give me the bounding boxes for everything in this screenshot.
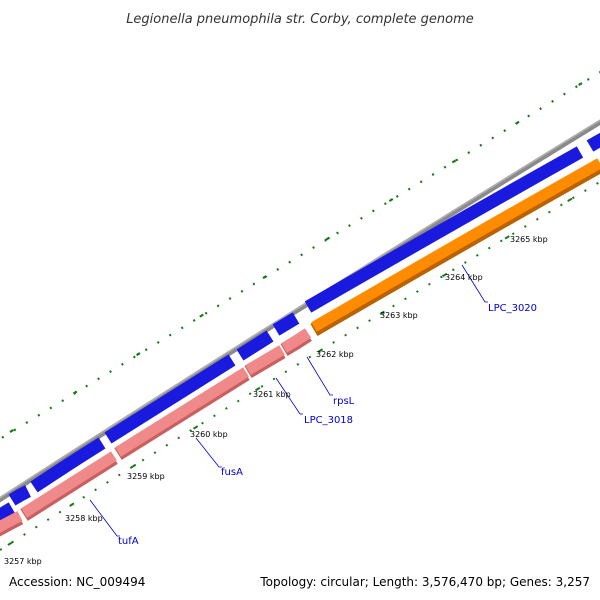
inner-major-ticks: [7, 180, 600, 546]
gene-blue-8[interactable]: [586, 132, 600, 152]
gene-pink-2[interactable]: [21, 451, 117, 518]
genome-summary-text: Topology: circular; Length: 3,576,470 bp…: [259, 575, 590, 589]
gene-labels: tufA fusA LPC_3018 rpsL LPC_3020: [118, 303, 537, 547]
kbp-label: 3264 kbp: [445, 273, 483, 282]
orange-genes: [310, 158, 600, 337]
gene-blue-5[interactable]: [236, 330, 274, 361]
kbp-label: 3258 kbp: [65, 514, 103, 523]
gene-pink-3[interactable]: [115, 367, 249, 457]
leader-fusA: [195, 437, 222, 468]
gene-label-LPC_3018[interactable]: LPC_3018: [304, 415, 353, 426]
gene-pink-5[interactable]: [281, 328, 312, 353]
accession-text: Accession: NC_009494: [9, 575, 145, 589]
kbp-label: 3262 kbp: [316, 350, 354, 359]
leader-LPC_3020: [461, 264, 488, 303]
leader-LPC_3018: [275, 377, 303, 415]
leader-rpsL: [306, 356, 333, 396]
kbp-labels: 3257 kbp 3258 kbp 3259 kbp 3260 kbp 3261…: [4, 235, 548, 566]
kbp-label: 3259 kbp: [127, 472, 165, 481]
kbp-label: 3261 kbp: [253, 390, 291, 399]
leader-tufA: [89, 499, 120, 537]
gene-pink-1[interactable]: [0, 511, 23, 533]
map-title: Legionella pneumophila str. Corby, compl…: [126, 12, 474, 27]
gene-blue-1[interactable]: [0, 502, 16, 524]
outer-major-ticks: [9, 71, 600, 433]
outer-dotted-ring: [0, 70, 600, 441]
gene-blue-7[interactable]: [304, 146, 584, 313]
gene-orange-1[interactable]: [311, 158, 600, 332]
gene-label-tufA[interactable]: tufA: [118, 536, 139, 547]
gene-blue-6[interactable]: [272, 312, 300, 336]
gene-blue-2[interactable]: [8, 485, 31, 506]
kbp-label: 3260 kbp: [190, 430, 228, 439]
kbp-label: 3263 kbp: [380, 311, 418, 320]
gene-blue-3[interactable]: [30, 437, 106, 493]
gene-label-fusA[interactable]: fusA: [221, 467, 243, 478]
forward-genes: [0, 132, 600, 524]
kbp-label: 3265 kbp: [510, 235, 548, 244]
kbp-label: 3257 kbp: [4, 557, 42, 566]
gene-pink-4[interactable]: [245, 345, 285, 375]
gene-label-LPC_3020[interactable]: LPC_3020: [488, 303, 537, 314]
reverse-pink-genes: [0, 328, 312, 537]
gene-blue-4[interactable]: [104, 354, 236, 444]
gene-label-rpsL[interactable]: rpsL: [333, 396, 355, 407]
inner-dotted-ring: [0, 180, 600, 551]
gene-leaders: [89, 264, 488, 537]
